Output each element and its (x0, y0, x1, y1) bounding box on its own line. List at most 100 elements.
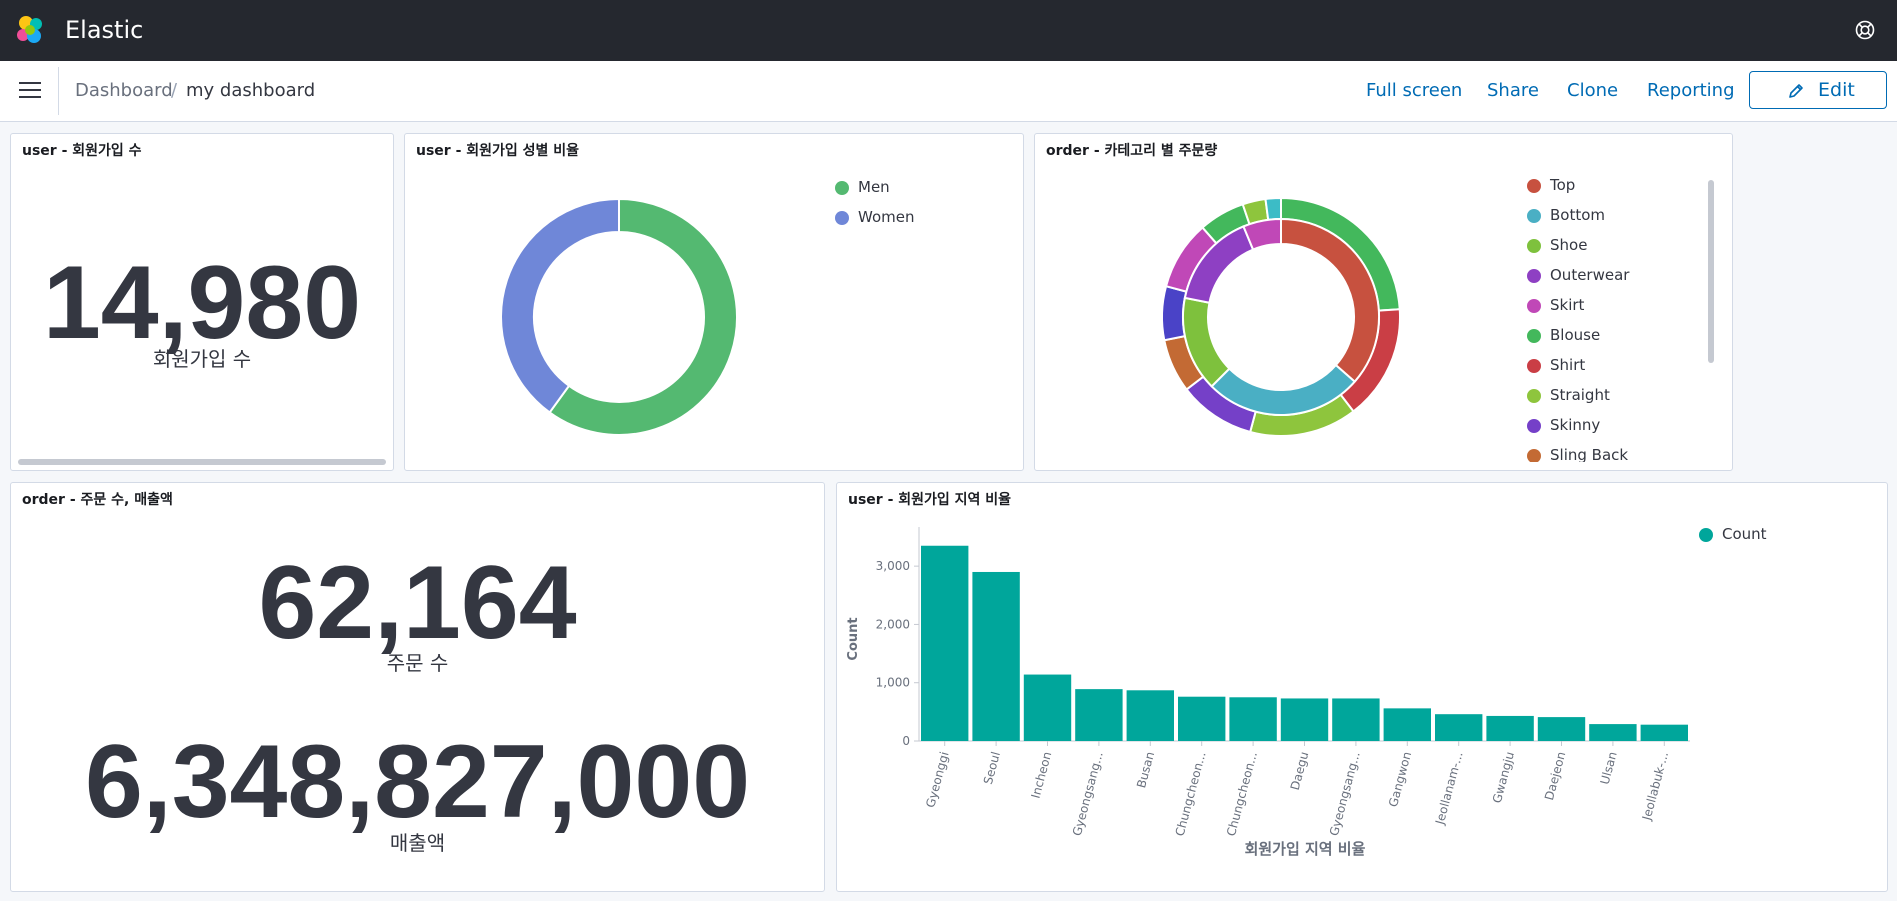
bar-seoul-2[interactable] (972, 571, 1020, 741)
legend-label: Shoe (1550, 236, 1588, 254)
elastic-logo-icon[interactable] (14, 14, 46, 46)
bar-gangwon-10[interactable] (1383, 708, 1431, 741)
panel-title: order - 주문 수, 매출액 (22, 492, 173, 508)
orders-value: 62,164 (258, 545, 577, 661)
legend-swatch (1527, 359, 1541, 373)
pencil-icon (1789, 84, 1803, 98)
legend-label: Skinny (1550, 416, 1601, 434)
edit-button[interactable]: Edit (1749, 71, 1887, 109)
edit-button-label: Edit (1818, 79, 1855, 101)
panel-title: order - 카테고리 별 주문량 (1046, 143, 1218, 159)
legend-label: Men (858, 178, 890, 196)
legend-swatch (1699, 528, 1713, 542)
signups-value: 14,980 (42, 245, 362, 361)
bar-chungcheon-6[interactable] (1178, 696, 1226, 741)
panel-title: user - 회원가입 성별 비율 (416, 143, 580, 159)
orders-panel: order - 주문 수, 매출액 62,164 주문 수 6,348,827,… (10, 482, 825, 892)
horizontal-scrollbar[interactable] (18, 459, 386, 465)
x-tick-label: Seoul (981, 750, 1003, 786)
bar-jeollabuk-15[interactable] (1640, 724, 1688, 741)
x-tick-label: Ulsan (1598, 750, 1620, 786)
y-tick-label: 0 (902, 734, 910, 748)
y-tick-label: 1,000 (876, 676, 910, 690)
bar-gyeongsang-9[interactable] (1332, 698, 1380, 741)
legend-swatch (1527, 449, 1541, 462)
bar-incheon-3[interactable] (1023, 674, 1072, 741)
sales-value: 6,348,827,000 (84, 724, 751, 840)
x-tick-label: Gangwon (1386, 750, 1414, 808)
x-tick-label: Incheon (1029, 750, 1055, 800)
top-bar: Elastic (0, 0, 1897, 61)
x-tick-label: Chungcheon... (1173, 750, 1209, 837)
bar-gyeongsang-4[interactable] (1075, 689, 1123, 741)
x-tick-label: Gyeongsang... (1327, 750, 1363, 837)
x-tick-label: Daegu (1288, 750, 1312, 791)
bar-jeollanam-11[interactable] (1435, 714, 1483, 741)
x-tick-label: Jeollabuk-... (1639, 750, 1671, 822)
legend-label: Count (1722, 525, 1767, 543)
category-legend: Top Bottom Shoe Outerwear Skirt Blouse Shirt St… (1519, 176, 1719, 462)
legend-swatch (1527, 389, 1541, 403)
x-tick-label: Gyeongsang... (1070, 750, 1106, 837)
legend-swatch (1527, 269, 1541, 283)
legend-swatch (835, 211, 849, 225)
category-inner-slice-skirt[interactable] (1242, 217, 1282, 251)
bar-gwangju-12[interactable] (1486, 715, 1534, 741)
x-tick-label: Gyeonggi (923, 750, 951, 809)
y-tick-label: 3,000 (876, 559, 910, 573)
gender-donut-chart (500, 197, 738, 436)
legend-scrollbar[interactable] (1708, 180, 1714, 363)
legend-label: Outerwear (1550, 266, 1630, 284)
category-outer-slice-10[interactable] (1264, 196, 1282, 221)
region-bar-chart: 0 1,000 2,000 3,000 Gyeonggi Seoul Incheon Gyeo… (846, 527, 1690, 858)
gender-slice-women[interactable] (500, 197, 620, 414)
breadcrumb-dashboard[interactable]: Dashboard (75, 80, 173, 101)
legend-label: Skirt (1550, 296, 1585, 314)
legend-label: Bottom (1550, 206, 1606, 224)
legend-swatch (1527, 329, 1541, 343)
legend-label: Sling Back (1550, 446, 1629, 462)
gender-slice-men[interactable] (548, 197, 738, 436)
legend-swatch (835, 181, 849, 195)
legend-label: Straight (1550, 386, 1610, 404)
legend-swatch (1527, 239, 1541, 253)
reporting-button[interactable]: Reporting (1647, 80, 1735, 101)
x-tick-label: Daejeon (1542, 750, 1568, 802)
help-icon[interactable] (1855, 20, 1875, 40)
bar-daegu-8[interactable] (1280, 698, 1329, 741)
category-panel: order - 카테고리 별 주문량 Top Bottom Shoe Outerwea… (1034, 133, 1733, 471)
x-tick-label: Chungcheon... (1224, 750, 1260, 837)
nav-bar: Dashboard / my dashboard Full screen Sha… (0, 61, 1897, 122)
legend-swatch (1527, 179, 1541, 193)
panel-title: user - 회원가입 지역 비율 (848, 492, 1012, 508)
y-tick-label: 2,000 (876, 617, 910, 631)
bar-busan-5[interactable] (1126, 690, 1174, 741)
legend-label: Top (1550, 176, 1576, 194)
nav-divider (58, 67, 59, 115)
app-title: Elastic (65, 16, 144, 44)
breadcrumb-separator: / (171, 80, 178, 101)
clone-button[interactable]: Clone (1567, 80, 1619, 101)
signups-label: 회원가입 수 (152, 347, 252, 371)
legend-label: Women (858, 208, 915, 226)
x-tick-label: Gwangju (1490, 750, 1517, 804)
region-panel: user - 회원가입 지역 비율 0 1,000 2,000 3,000 Gyeong… (836, 482, 1888, 892)
share-button[interactable]: Share (1487, 80, 1539, 101)
legend-swatch (1527, 209, 1541, 223)
panel-title: user - 회원가입 수 (22, 143, 142, 159)
legend-label: Shirt (1550, 356, 1586, 374)
menu-icon[interactable] (19, 82, 41, 100)
bar-chungcheon-7[interactable] (1229, 697, 1277, 741)
sales-label: 매출액 (389, 831, 446, 855)
legend-swatch (1527, 299, 1541, 313)
x-tick-label: Jeollanam-... (1432, 750, 1465, 827)
orders-label: 주문 수 (386, 651, 449, 675)
x-tick-label: Busan (1134, 750, 1157, 789)
bar-daejeon-13[interactable] (1537, 717, 1586, 741)
signups-panel: user - 회원가입 수 14,980 회원가입 수 (10, 133, 394, 471)
bar-gyeonggi-1[interactable] (921, 545, 969, 741)
breadcrumb-current: my dashboard (186, 80, 316, 101)
x-axis-title: 회원가입 지역 비율 (1245, 840, 1366, 858)
full-screen-button[interactable]: Full screen (1366, 80, 1463, 101)
bar-ulsan-14[interactable] (1589, 724, 1637, 741)
